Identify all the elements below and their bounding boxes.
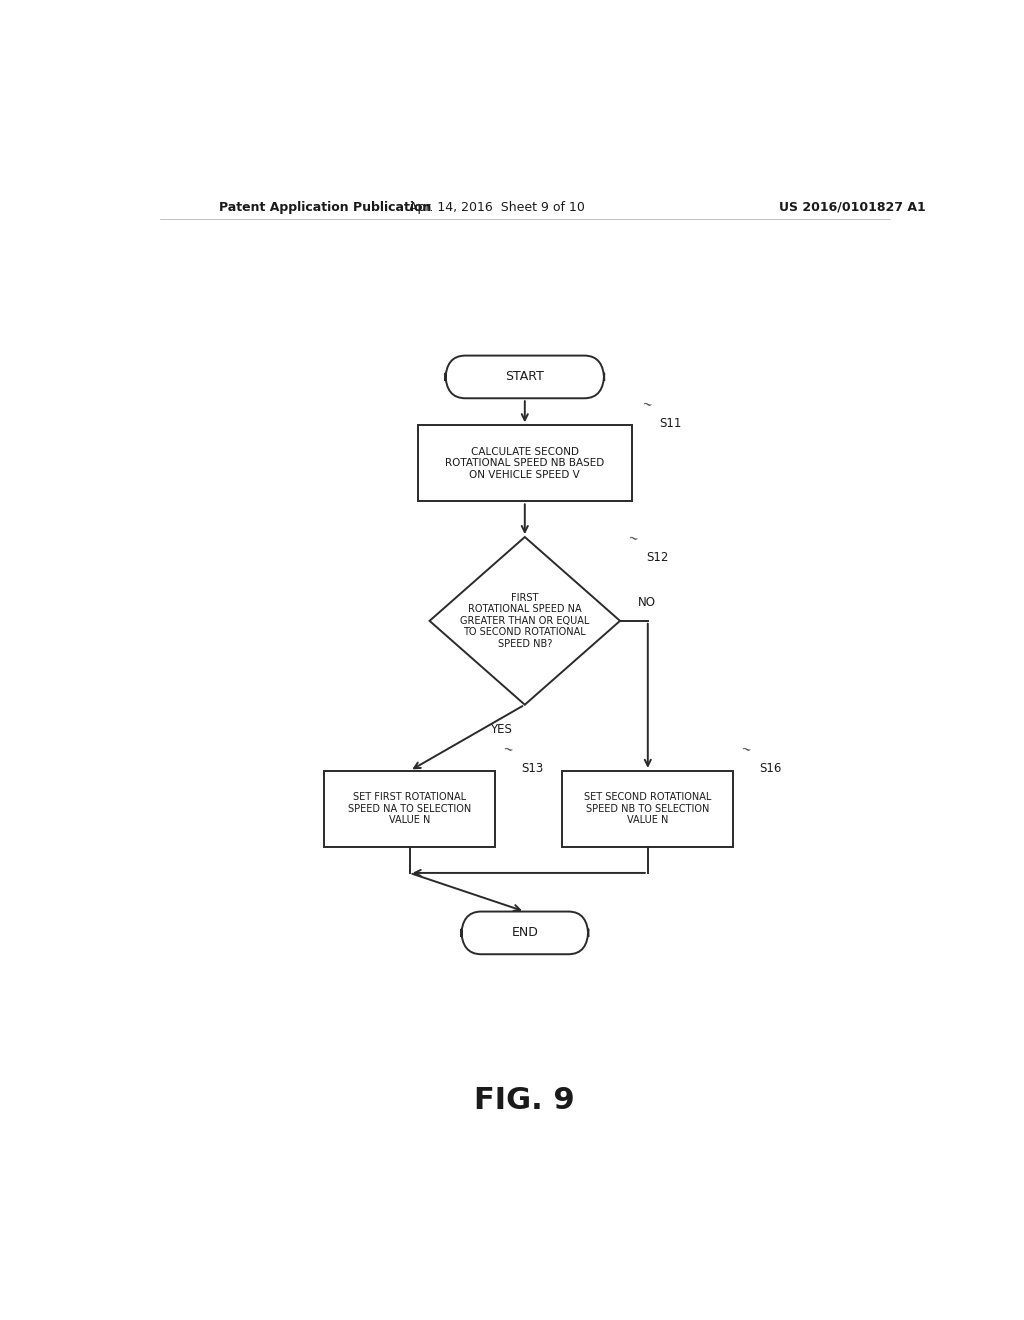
Text: FIRST
ROTATIONAL SPEED NA
GREATER THAN OR EQUAL
TO SECOND ROTATIONAL
SPEED NB?: FIRST ROTATIONAL SPEED NA GREATER THAN O… bbox=[460, 593, 590, 649]
Text: S12: S12 bbox=[646, 550, 669, 564]
Text: SET SECOND ROTATIONAL
SPEED NB TO SELECTION
VALUE N: SET SECOND ROTATIONAL SPEED NB TO SELECT… bbox=[584, 792, 712, 825]
Text: US 2016/0101827 A1: US 2016/0101827 A1 bbox=[778, 201, 926, 214]
Text: ∼: ∼ bbox=[640, 397, 652, 413]
Text: ∼: ∼ bbox=[627, 532, 639, 548]
Text: Apr. 14, 2016  Sheet 9 of 10: Apr. 14, 2016 Sheet 9 of 10 bbox=[409, 201, 585, 214]
Text: CALCULATE SECOND
ROTATIONAL SPEED NB BASED
ON VEHICLE SPEED V: CALCULATE SECOND ROTATIONAL SPEED NB BAS… bbox=[445, 446, 604, 480]
Bar bbox=[562, 771, 733, 847]
FancyBboxPatch shape bbox=[445, 355, 604, 399]
Text: ∼: ∼ bbox=[739, 743, 753, 759]
Text: FIG. 9: FIG. 9 bbox=[474, 1086, 575, 1115]
Text: ∼: ∼ bbox=[502, 743, 514, 759]
Text: SET FIRST ROTATIONAL
SPEED NA TO SELECTION
VALUE N: SET FIRST ROTATIONAL SPEED NA TO SELECTI… bbox=[348, 792, 471, 825]
Text: S16: S16 bbox=[760, 762, 781, 775]
Text: S11: S11 bbox=[659, 417, 682, 430]
FancyBboxPatch shape bbox=[461, 912, 588, 954]
Text: Patent Application Publication: Patent Application Publication bbox=[219, 201, 432, 214]
Text: S13: S13 bbox=[521, 762, 544, 775]
Text: NO: NO bbox=[638, 597, 655, 609]
Text: END: END bbox=[511, 927, 539, 940]
Bar bbox=[418, 425, 632, 502]
Text: YES: YES bbox=[490, 723, 512, 737]
Polygon shape bbox=[430, 537, 620, 705]
Bar bbox=[325, 771, 495, 847]
Text: START: START bbox=[506, 371, 544, 383]
